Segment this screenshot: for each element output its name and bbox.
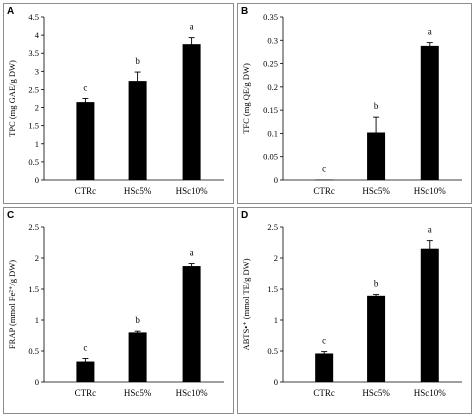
bar-hsc10pct (420, 248, 439, 382)
y-tick-label: 2.5 (28, 222, 39, 232)
y-tick-label: 4.5 (28, 12, 39, 22)
significance-letter: c (322, 336, 326, 346)
error-bar (82, 357, 89, 366)
significance-letter: b (135, 56, 140, 66)
significance-letter: a (428, 225, 432, 235)
y-tick-label: 0.5 (267, 346, 278, 356)
error-bar (373, 116, 380, 149)
bar-hsc5pct (367, 295, 386, 382)
y-axis-title: TPC (mg GAE/g DW) (7, 60, 17, 137)
bar-ctrc (76, 361, 95, 382)
panel-b: B 0 0.05 0.1 0.15 0.2 0.25 0.3 0.35 TFC (mg QE/g … (237, 3, 472, 204)
significance-letter: b (374, 101, 379, 111)
category-label: CTRc (75, 186, 97, 196)
significance-letter: c (83, 83, 87, 93)
significance-letter: b (135, 315, 140, 325)
significance-letter: b (374, 279, 379, 289)
y-tick-label: 0.15 (263, 105, 278, 115)
y-tick-label: 2 (35, 253, 39, 263)
significance-letter: a (190, 248, 194, 258)
y-tick-label: 0.05 (263, 152, 278, 162)
error-bar (82, 98, 89, 107)
y-tick-label: 1.5 (267, 284, 278, 294)
y-tick-label: 1 (35, 315, 39, 325)
y-tick-label: 0.2 (267, 82, 278, 92)
y-tick-label: 2.5 (267, 222, 278, 232)
y-axis-title: ABTS•⁺ (mmol TE/g DW) (241, 258, 251, 350)
error-bar (321, 351, 328, 356)
category-label: HSc5% (124, 186, 152, 196)
error-bar (426, 240, 433, 258)
y-tick-label: 0 (35, 175, 39, 185)
error-bar (134, 330, 141, 335)
y-tick-label: 0 (274, 377, 278, 387)
category-label: HSc5% (362, 388, 390, 398)
significance-letter: c (83, 342, 87, 352)
significance-letter: c (322, 164, 326, 174)
bar-hsc5pct (367, 132, 386, 180)
category-label: HSc10% (176, 388, 208, 398)
significance-letter: a (428, 27, 432, 37)
category-label: HSc5% (362, 186, 390, 196)
panel-letter: D (241, 210, 248, 221)
bar-hsc5pct (128, 81, 147, 180)
y-tick-label: 0.1 (267, 128, 278, 138)
error-bar (426, 42, 433, 50)
panel-d: D 0 0.5 1 1.5 2 2.5 ABTS•⁺ (mmol TE/g DW) c CTRc b… (237, 207, 472, 414)
category-label: CTRc (313, 388, 335, 398)
y-tick-label: 1 (35, 139, 39, 149)
y-tick-label: 0.5 (28, 157, 39, 167)
bar-ctrc (315, 179, 334, 181)
y-tick-label: 0 (274, 175, 278, 185)
y-tick-label: 3.5 (28, 48, 39, 58)
y-tick-label: 1.5 (28, 284, 39, 294)
bar-hsc10pct (420, 45, 439, 181)
panel-letter: C (7, 210, 14, 221)
category-label: HSc10% (414, 388, 446, 398)
error-bar (373, 294, 380, 298)
bar-hsc5pct (128, 332, 147, 382)
y-tick-label: 4 (35, 30, 40, 40)
category-label: HSc5% (124, 388, 152, 398)
panel-c: C 0 0.5 1 1.5 2 2.5 FRAP (mmol Fe²⁺/g DW) c CTRc b… (3, 207, 234, 414)
y-tick-label: 2 (35, 103, 39, 113)
y-axis-title: FRAP (mmol Fe²⁺/g DW) (7, 260, 17, 349)
y-tick-label: 0.35 (263, 12, 278, 22)
category-label: HSc10% (414, 186, 446, 196)
y-tick-label: 0.25 (263, 59, 278, 69)
y-tick-label: 0.3 (267, 35, 278, 45)
panel-a: A 0 0.5 1 1.5 2 2.5 3 3.5 4 4.5 TPC (mg GAE/g DW) c C… (3, 3, 234, 204)
y-tick-label: 1.5 (28, 121, 39, 131)
bar-hsc10pct (182, 266, 201, 382)
category-label: HSc10% (176, 186, 208, 196)
category-label: CTRc (313, 186, 335, 196)
error-bar (134, 71, 141, 91)
panel-letter: B (241, 6, 248, 17)
panel-letter: A (7, 6, 14, 17)
significance-letter: a (190, 22, 194, 32)
y-tick-label: 0.5 (28, 346, 39, 356)
y-axis-title: TFC (mg QE/g DW) (241, 63, 251, 134)
bar-ctrc (315, 353, 334, 382)
y-tick-label: 0 (35, 377, 39, 387)
y-tick-label: 1 (274, 315, 278, 325)
category-label: CTRc (75, 388, 97, 398)
y-tick-label: 2 (274, 253, 278, 263)
y-tick-label: 2.5 (28, 84, 39, 94)
error-bar (188, 37, 195, 52)
bar-hsc10pct (182, 44, 201, 180)
y-tick-label: 3 (35, 66, 39, 76)
bar-ctrc (76, 102, 95, 180)
error-bar (188, 263, 195, 269)
